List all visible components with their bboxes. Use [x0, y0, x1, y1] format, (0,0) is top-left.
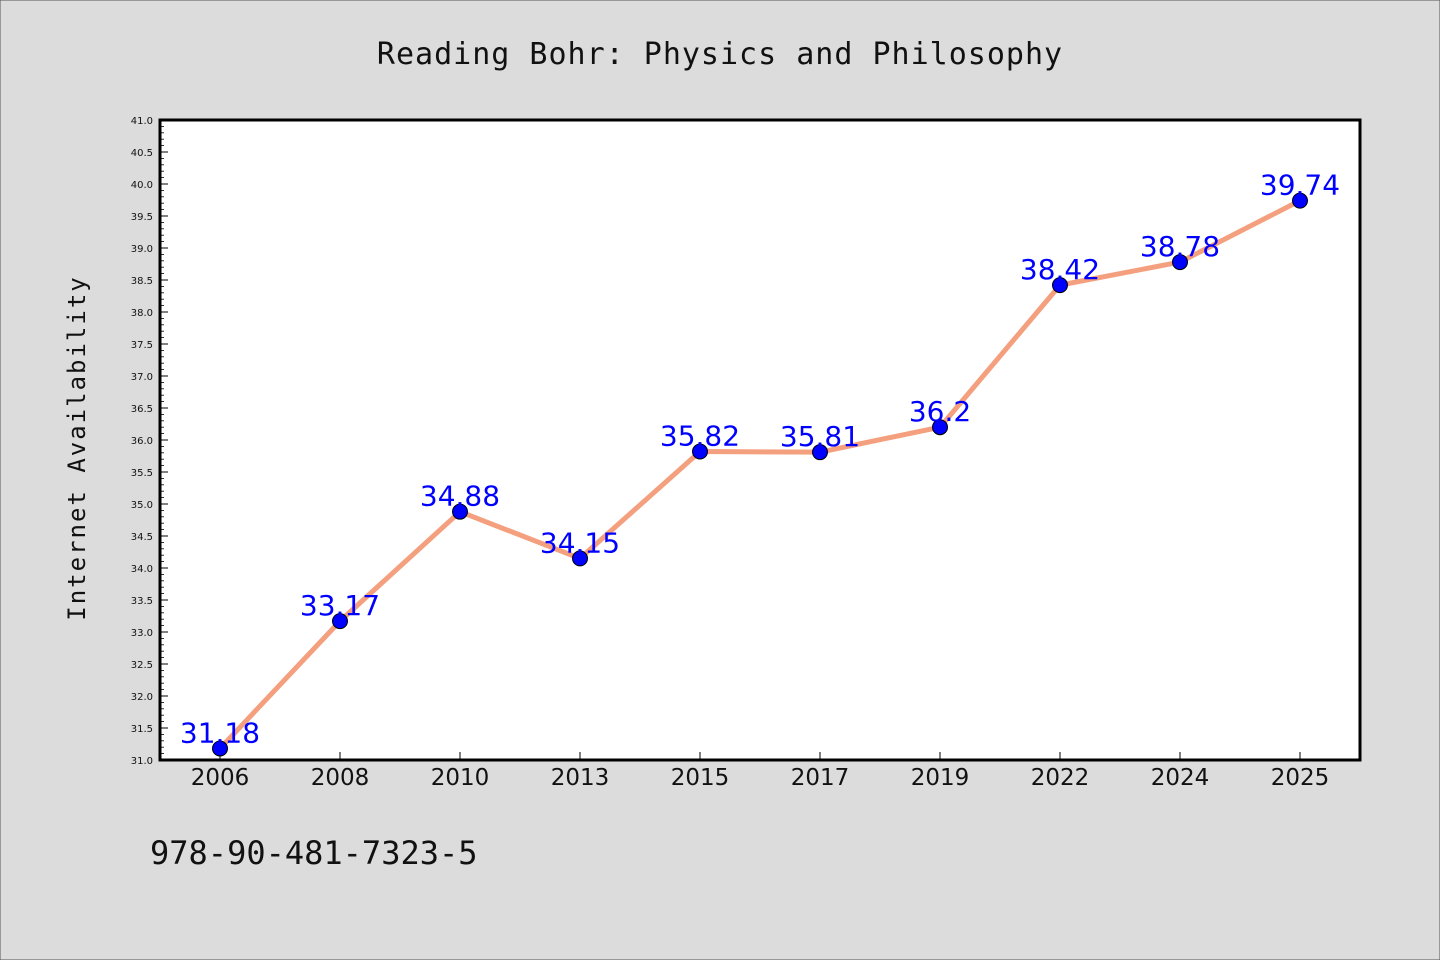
data-label: 33.17 [300, 589, 380, 622]
data-point [1292, 192, 1308, 209]
x-tick-label: 2019 [911, 765, 970, 791]
data-label: 31.18 [180, 716, 260, 749]
y-tick-label: 40.0 [131, 180, 153, 191]
y-tick-label: 38.0 [131, 308, 153, 319]
y-tick-label: 38.5 [131, 276, 153, 287]
y-tick-label: 36.5 [131, 404, 153, 415]
y-axis-ticks: 31.0 31.5 32.0 32.5 33.0 33.5 34.0 34.5 35.0 35.5… [131, 116, 168, 767]
data-label: 34.15 [540, 526, 620, 559]
y-tick-label: 34.0 [131, 564, 153, 575]
plot-frame [158, 118, 1362, 762]
y-tick-label: 32.0 [131, 692, 153, 703]
x-tick-label: 2025 [1271, 765, 1330, 791]
chart-title: Reading Bohr: Physics and Philosophy [377, 37, 1063, 72]
y-axis-label: Internet Availability [63, 275, 91, 620]
data-point [692, 443, 708, 460]
x-tick-label: 2008 [311, 765, 370, 791]
plot-area [160, 120, 1360, 760]
y-tick-label: 32.5 [131, 660, 153, 671]
data-labels-layer: 31.18 33.17 34.88 34.15 35.82 35.81 36.2 38.42 3… [180, 169, 1340, 750]
data-point [332, 613, 348, 630]
x-tick-label: 2013 [551, 765, 610, 791]
y-tick-label: 39.0 [131, 244, 153, 255]
y-tick-label: 37.5 [131, 340, 153, 351]
data-label: 36.2 [909, 395, 971, 428]
data-point [1052, 277, 1068, 294]
x-tick-label: 2024 [1151, 765, 1210, 791]
data-label: 34.88 [420, 480, 500, 513]
y-tick-label: 39.5 [131, 212, 153, 223]
series-line [218, 198, 1302, 751]
x-tick-label: 2017 [791, 765, 850, 791]
x-tick-label: 2006 [191, 765, 250, 791]
y-tick-label: 35.0 [131, 500, 153, 511]
data-point [1172, 254, 1188, 271]
y-tick-label: 34.5 [131, 532, 153, 543]
data-label: 35.82 [660, 420, 740, 453]
data-label: 38.78 [1140, 230, 1220, 263]
y-tick-label: 40.5 [131, 148, 153, 159]
data-point [452, 503, 468, 520]
data-point [932, 419, 948, 436]
y-tick-label: 31.5 [131, 724, 153, 735]
data-label: 38.42 [1020, 253, 1100, 286]
y-tick-label: 41.0 [131, 116, 153, 127]
x-tick-label: 2015 [671, 765, 730, 791]
x-tick-label: 2010 [431, 765, 490, 791]
y-tick-label: 35.5 [131, 468, 153, 479]
y-tick-label: 33.0 [131, 628, 153, 639]
x-axis-ticks: 2006 2008 2010 2013 2015 2017 2019 2022 2024 2025 [191, 752, 1330, 791]
series-layer [212, 192, 1308, 757]
isbn-text: 978-90-481-7323-5 [150, 834, 478, 872]
x-tick-label: 2022 [1031, 765, 1090, 791]
y-tick-label: 33.5 [131, 596, 153, 607]
data-point [572, 550, 588, 567]
data-label: 39.74 [1260, 169, 1340, 202]
y-tick-label: 31.0 [131, 756, 153, 767]
data-point [812, 444, 828, 461]
data-label: 35.81 [780, 420, 860, 453]
y-tick-label: 37.0 [131, 372, 153, 383]
y-tick-label: 36.0 [131, 436, 153, 447]
data-point [212, 740, 228, 757]
